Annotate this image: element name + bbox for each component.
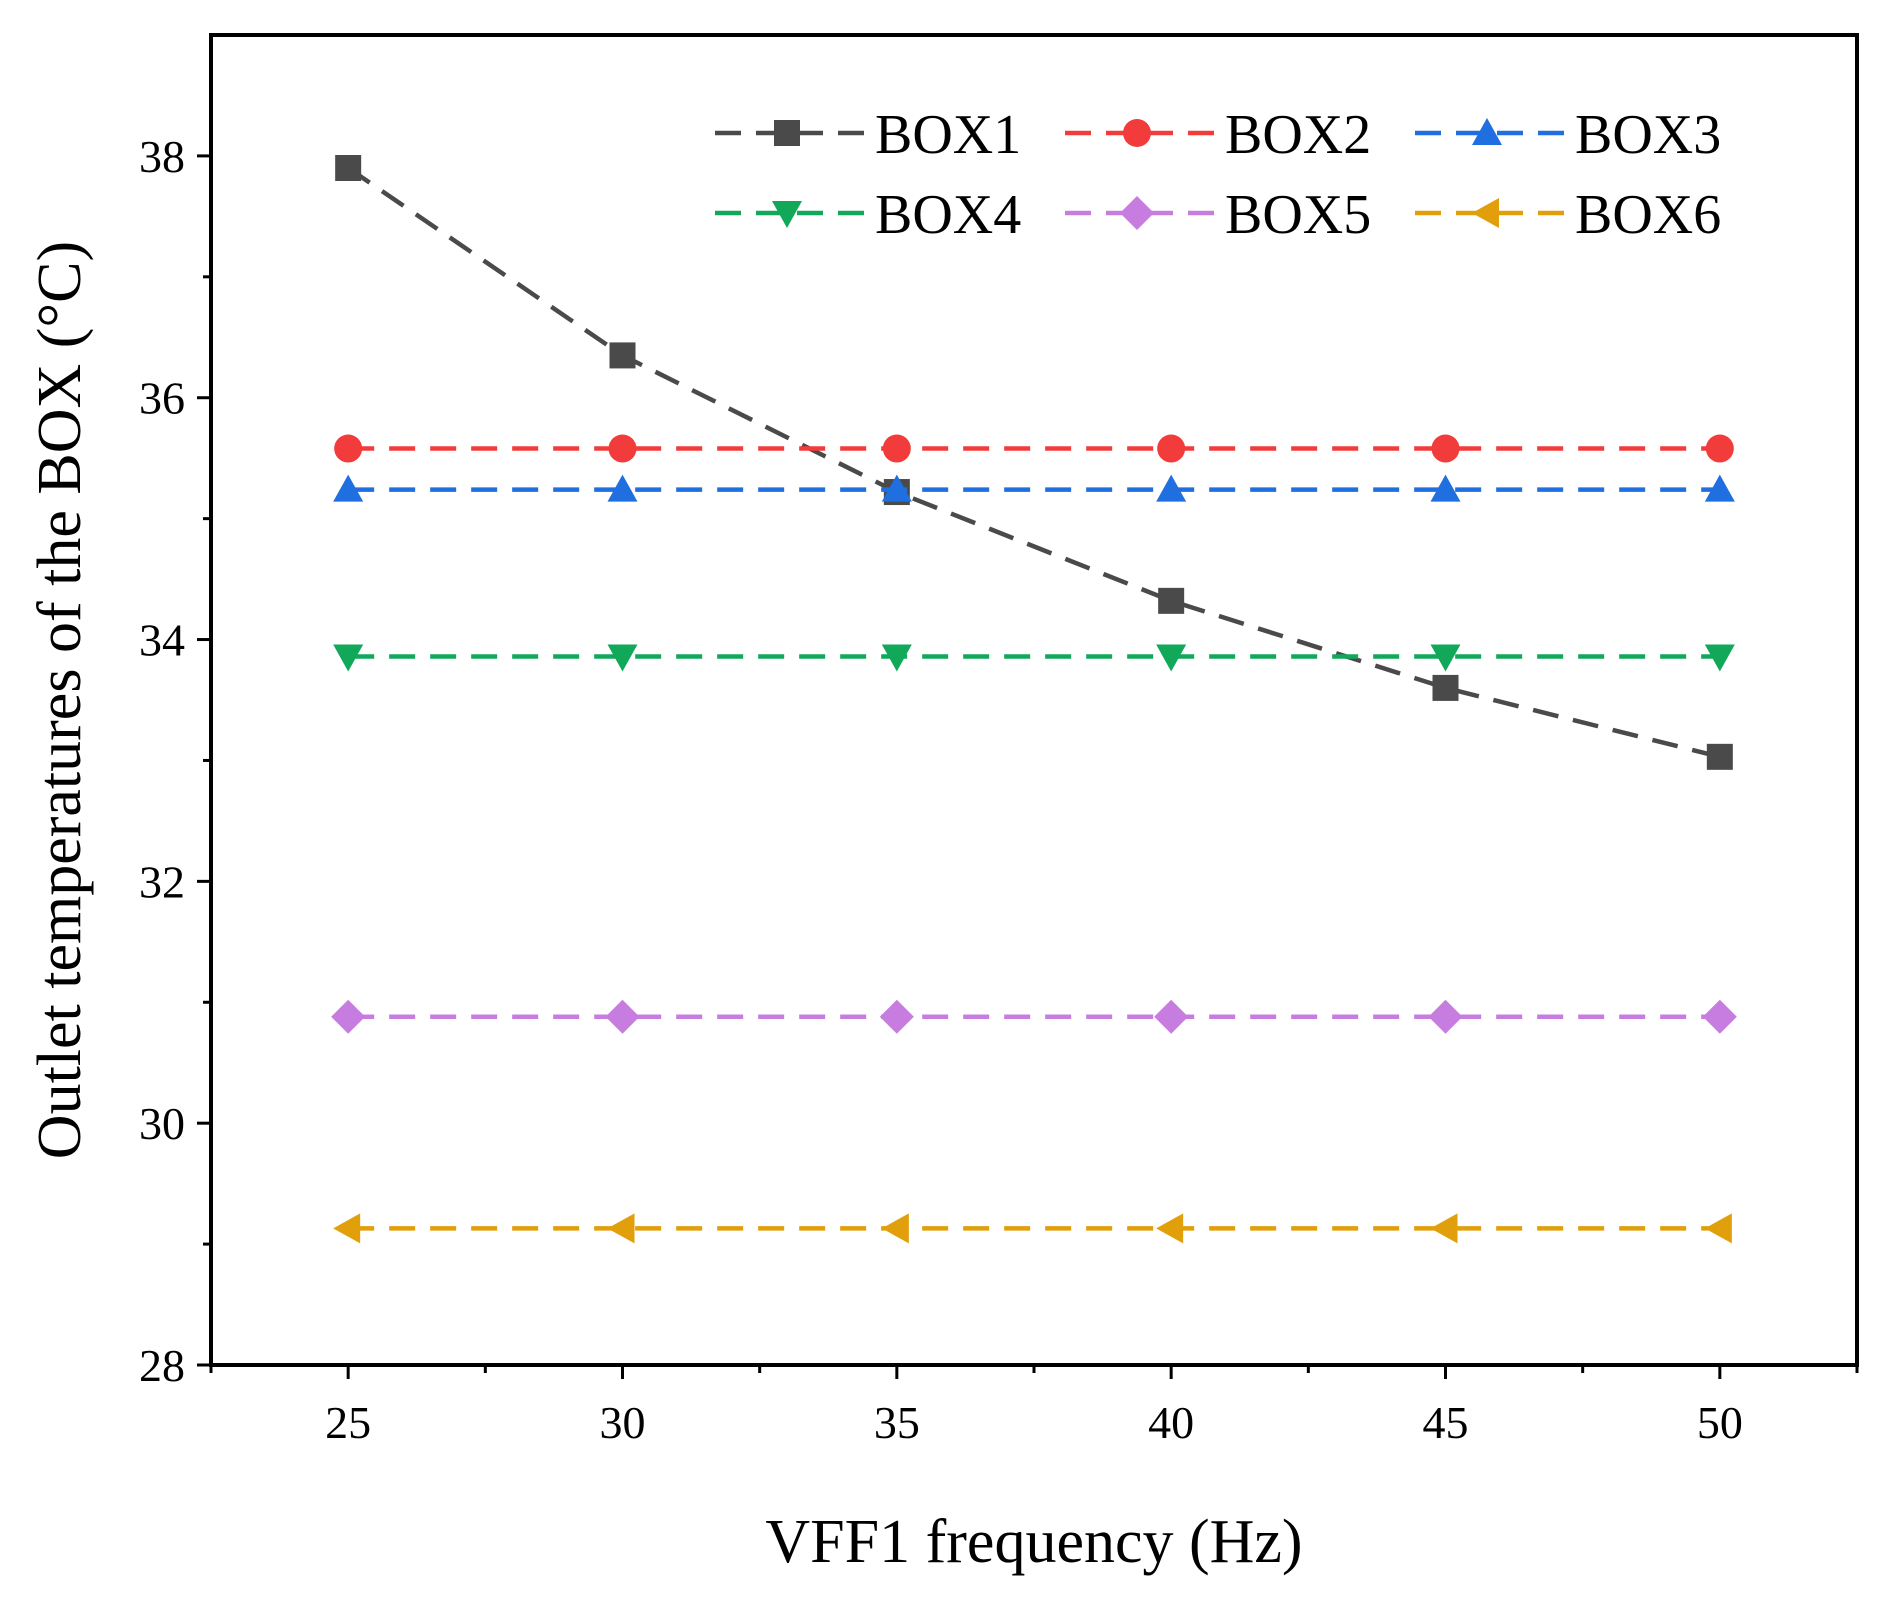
box1-point (609, 342, 636, 369)
legend-item-box2: BOX2 (1065, 104, 1371, 166)
box2-point (334, 434, 363, 463)
box6-point (333, 1213, 361, 1244)
series-box4 (333, 644, 1735, 672)
series-box6 (333, 1213, 1732, 1244)
box1-line (346, 166, 1721, 760)
legend-label-box4: BOX4 (875, 184, 1021, 246)
box5-point (1428, 999, 1463, 1034)
box4-point (1430, 644, 1461, 672)
box2-point (882, 434, 911, 463)
series-box5 (331, 999, 1737, 1034)
legend-marker-box6 (1472, 198, 1499, 228)
box1-point (1432, 674, 1459, 701)
box1-point (1158, 587, 1185, 614)
box2-point (1157, 434, 1186, 463)
box3-point (1704, 474, 1735, 502)
box4-point (1156, 644, 1187, 672)
x-tick-label: 50 (1697, 1397, 1743, 1448)
series-box1 (335, 155, 1733, 770)
x-tick-label: 25 (325, 1397, 371, 1448)
legend-label-box5: BOX5 (1225, 184, 1371, 246)
box1-point (1706, 743, 1733, 770)
box4-point (1704, 644, 1735, 672)
y-tick-label: 32 (139, 856, 185, 907)
legend-label-box6: BOX6 (1575, 184, 1721, 246)
legend-marker-box1 (774, 120, 800, 146)
box4-point (607, 644, 638, 672)
box3-point (333, 474, 364, 502)
box6-point (1704, 1213, 1732, 1244)
box3-point (881, 474, 912, 502)
legend-item-box5: BOX5 (1065, 184, 1371, 246)
box6-point (1156, 1213, 1184, 1244)
box3-point (1430, 474, 1461, 502)
y-axis-title: Outlet temperatures of the BOX (°C) (26, 241, 94, 1159)
box6-point (881, 1213, 909, 1244)
box6-point (1430, 1213, 1458, 1244)
series-layer (331, 155, 1737, 1244)
legend-marker-box4 (772, 201, 802, 228)
y-axis-ticks: 28 30 32 34 36 38 (139, 131, 211, 1391)
y-tick-label: 36 (139, 373, 185, 424)
box5-point (331, 999, 366, 1034)
y-tick-label: 30 (139, 1098, 185, 1149)
legend-item-box1: BOX1 (715, 104, 1021, 166)
legend-marker-box3 (1472, 118, 1502, 145)
legend-item-box4: BOX4 (715, 184, 1021, 246)
box5-point (1702, 999, 1737, 1034)
legend-marker-box5 (1120, 196, 1154, 230)
legend-label-box1: BOX1 (875, 104, 1021, 166)
box2-point (1705, 434, 1734, 463)
box4-point (881, 644, 912, 672)
box5-point (879, 999, 914, 1034)
x-tick-label: 30 (600, 1397, 646, 1448)
y-tick-label: 28 (139, 1340, 185, 1391)
series-box2 (334, 434, 1734, 463)
legend: BOX1 BOX2 BOX3 BOX4 BOX5 BOX6 (715, 104, 1721, 246)
y-tick-label: 38 (139, 131, 185, 182)
box1-point (335, 155, 362, 181)
y-tick-label: 34 (139, 615, 185, 666)
box5-point (605, 999, 640, 1034)
legend-item-box3: BOX3 (1415, 104, 1721, 166)
box5-point (1154, 999, 1189, 1034)
box3-point (607, 474, 638, 502)
x-tick-label: 40 (1148, 1397, 1194, 1448)
box3-point (1156, 474, 1187, 502)
box2-point (608, 434, 637, 463)
x-axis-ticks: 25 30 35 40 45 50 (209, 1365, 1859, 1448)
legend-label-box2: BOX2 (1225, 104, 1371, 166)
legend-item-box6: BOX6 (1415, 184, 1721, 246)
box4-point (333, 644, 364, 672)
box2-point (1431, 434, 1460, 463)
box6-point (607, 1213, 635, 1244)
x-tick-label: 45 (1423, 1397, 1469, 1448)
x-axis-title: VFF1 frequency (Hz) (765, 1508, 1302, 1576)
series-box3 (333, 474, 1735, 502)
legend-label-box3: BOX3 (1575, 104, 1721, 166)
x-tick-label: 35 (874, 1397, 920, 1448)
legend-marker-box2 (1123, 119, 1151, 147)
